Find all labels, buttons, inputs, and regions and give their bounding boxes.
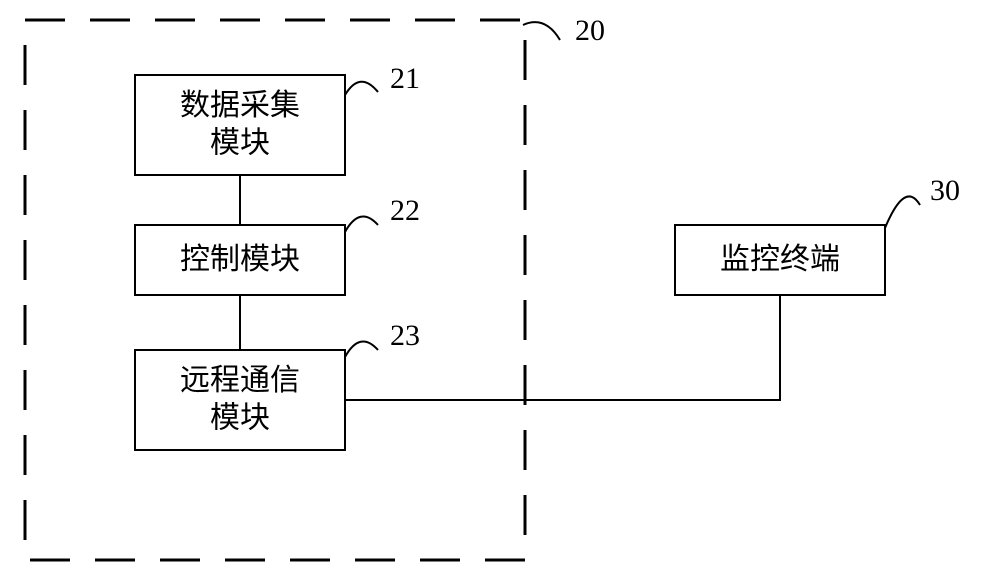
node-label-n21-0: 数据采集	[180, 89, 300, 122]
ref-label-21: 21	[390, 62, 420, 95]
node-label-n23-1: 模块	[210, 402, 270, 435]
node-label-n30-0: 监控终端	[720, 243, 840, 276]
node-label-n21-1: 模块	[210, 127, 270, 160]
node-label-n22-0: 控制模块	[180, 243, 300, 276]
ref-label-30: 30	[930, 174, 960, 207]
ref-label-22: 22	[390, 194, 420, 227]
node-label-n23-0: 远程通信	[180, 364, 300, 397]
ref-label-23: 23	[390, 319, 420, 352]
ref-label-20: 20	[575, 14, 605, 47]
